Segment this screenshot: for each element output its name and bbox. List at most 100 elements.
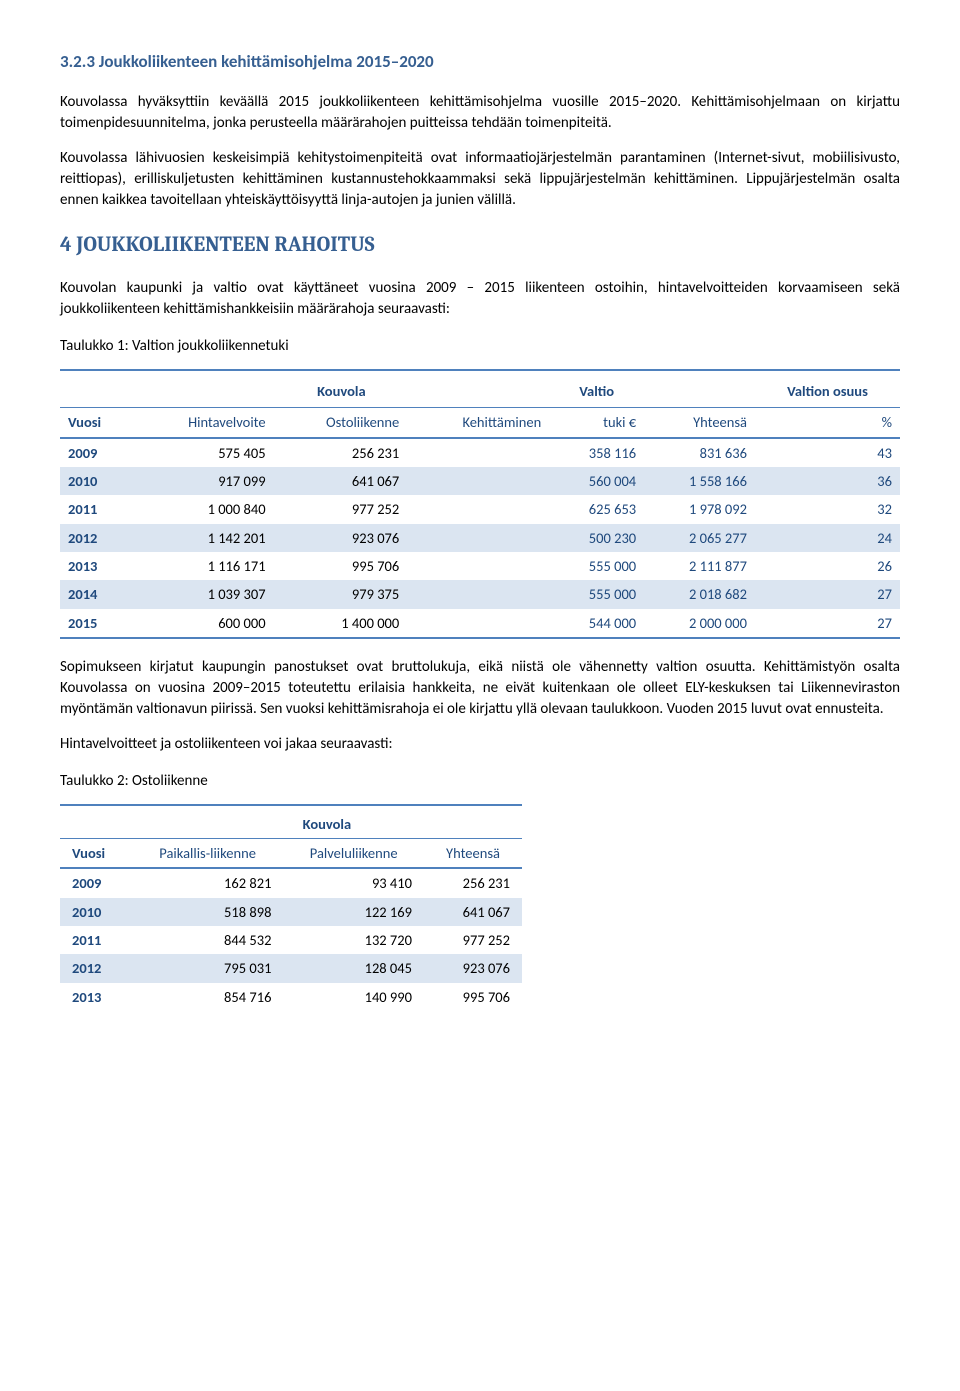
t1-cell: 2009	[60, 438, 134, 467]
t1-hdr-valtio: Valtio	[549, 370, 644, 408]
t2-cell: 2010	[60, 898, 132, 926]
table-row: 2010 518 898 122 169 641 067	[60, 898, 522, 926]
t1-cell: 831 636	[644, 438, 755, 467]
t1-cell	[407, 495, 549, 523]
table2-label: Taulukko 2: Ostoliikenne	[60, 771, 900, 792]
paragraph-3: Kouvolan kaupunki ja valtio ovat käyttän…	[60, 278, 900, 320]
t2-cell: 518 898	[132, 898, 284, 926]
table-row: 2009 162 821 93 410 256 231	[60, 868, 522, 897]
t1-cell: 500 230	[549, 524, 644, 552]
paragraph-5: Hintavelvoitteet ja ostoliikenteen voi j…	[60, 734, 900, 755]
t1-cell: 1 039 307	[134, 580, 274, 608]
t1-col-yhteensa: Yhteensä	[644, 408, 755, 438]
t1-cell: 923 076	[274, 524, 408, 552]
t2-cell: 93 410	[283, 868, 424, 897]
t1-cell: 43	[755, 438, 900, 467]
t2-cell: 162 821	[132, 868, 284, 897]
t2-cell: 2013	[60, 983, 132, 1011]
t1-cell	[407, 524, 549, 552]
t1-col-vuosi: Vuosi	[60, 408, 134, 438]
t1-cell: 560 004	[549, 467, 644, 495]
t2-cell: 128 045	[283, 954, 424, 982]
t1-cell: 555 000	[549, 552, 644, 580]
paragraph-1: Kouvolassa hyväksyttiin keväällä 2015 jo…	[60, 92, 900, 134]
t1-cell: 600 000	[134, 609, 274, 638]
t1-body: 2009 575 405 256 231 358 116 831 636 43 …	[60, 438, 900, 638]
t1-cell	[407, 467, 549, 495]
t1-cell: 27	[755, 609, 900, 638]
table-row: 2012 1 142 201 923 076 500 230 2 065 277…	[60, 524, 900, 552]
table-row: 2011 1 000 840 977 252 625 653 1 978 092…	[60, 495, 900, 523]
t1-col-tuki: tuki €	[549, 408, 644, 438]
t1-hdr-valtion-osuus: Valtion osuus	[755, 370, 900, 408]
t1-cell: 1 142 201	[134, 524, 274, 552]
t2-col-vuosi: Vuosi	[60, 839, 132, 869]
t1-hdr-kouvola: Kouvola	[134, 370, 550, 408]
t1-cell: 1 558 166	[644, 467, 755, 495]
t2-cell: 854 716	[132, 983, 284, 1011]
t1-cell: 358 116	[549, 438, 644, 467]
table-row: 2015 600 000 1 400 000 544 000 2 000 000…	[60, 609, 900, 638]
t2-col-palvelu: Palveluliikenne	[283, 839, 424, 869]
t2-cell: 140 990	[283, 983, 424, 1011]
t2-col-yhteensa: Yhteensä	[424, 839, 522, 869]
t1-cell: 2 000 000	[644, 609, 755, 638]
table-row: 2011 844 532 132 720 977 252	[60, 926, 522, 954]
t1-cell: 2015	[60, 609, 134, 638]
t2-cell: 977 252	[424, 926, 522, 954]
t1-cell: 2013	[60, 552, 134, 580]
t1-col-kehittaminen: Kehittäminen	[407, 408, 549, 438]
table-row: 2014 1 039 307 979 375 555 000 2 018 682…	[60, 580, 900, 608]
t1-col-pct: %	[755, 408, 900, 438]
table-row: 2013 854 716 140 990 995 706	[60, 983, 522, 1011]
t1-cell: 2011	[60, 495, 134, 523]
table-row: 2013 1 116 171 995 706 555 000 2 111 877…	[60, 552, 900, 580]
t1-cell: 1 000 840	[134, 495, 274, 523]
t1-cell: 917 099	[134, 467, 274, 495]
t1-cell: 575 405	[134, 438, 274, 467]
section-4-heading: 4 JOUKKOLIIKENTEEN RAHOITUS	[60, 231, 900, 260]
t1-cell: 977 252	[274, 495, 408, 523]
t1-cell: 979 375	[274, 580, 408, 608]
t1-cell: 544 000	[549, 609, 644, 638]
t2-body: 2009 162 821 93 410 256 231 2010 518 898…	[60, 868, 522, 1010]
table-ostoliikenne: Kouvola Vuosi Paikallis-liikenne Palvelu…	[60, 804, 522, 1011]
t2-cell: 2012	[60, 954, 132, 982]
t1-col-hintavelvoite: Hintavelvoite	[134, 408, 274, 438]
t1-cell: 256 231	[274, 438, 408, 467]
table1-label: Taulukko 1: Valtion joukkoliikennetuki	[60, 336, 900, 357]
t1-cell: 555 000	[549, 580, 644, 608]
t2-cell: 2009	[60, 868, 132, 897]
t1-cell: 2014	[60, 580, 134, 608]
t1-cell: 1 400 000	[274, 609, 408, 638]
t1-cell: 1 978 092	[644, 495, 755, 523]
table-row: 2010 917 099 641 067 560 004 1 558 166 3…	[60, 467, 900, 495]
t1-cell: 2 065 277	[644, 524, 755, 552]
t2-col-paikallis: Paikallis-liikenne	[132, 839, 284, 869]
t1-cell: 2 111 877	[644, 552, 755, 580]
t2-cell: 923 076	[424, 954, 522, 982]
t1-cell	[407, 609, 549, 638]
t1-cell: 27	[755, 580, 900, 608]
t1-cell: 32	[755, 495, 900, 523]
t2-cell: 122 169	[283, 898, 424, 926]
t1-cell: 36	[755, 467, 900, 495]
table-valtion-tuki: Kouvola Valtio Valtion osuus Vuosi Hinta…	[60, 369, 900, 639]
t1-cell: 2010	[60, 467, 134, 495]
t1-cell: 995 706	[274, 552, 408, 580]
t2-hdr-kouvola: Kouvola	[132, 805, 522, 839]
t2-cell: 844 532	[132, 926, 284, 954]
heading-3-2-3: 3.2.3 Joukkoliikenteen kehittämisohjelma…	[60, 50, 900, 74]
t1-col-ostoliikenne: Ostoliikenne	[274, 408, 408, 438]
paragraph-2: Kouvolassa lähivuosien keskeisimpiä kehi…	[60, 148, 900, 211]
table-row: 2012 795 031 128 045 923 076	[60, 954, 522, 982]
t2-cell: 641 067	[424, 898, 522, 926]
t1-cell: 24	[755, 524, 900, 552]
t2-cell: 256 231	[424, 868, 522, 897]
t1-cell	[407, 552, 549, 580]
t1-cell: 2 018 682	[644, 580, 755, 608]
paragraph-4: Sopimukseen kirjatut kaupungin panostuks…	[60, 657, 900, 720]
t2-cell: 132 720	[283, 926, 424, 954]
t1-cell: 26	[755, 552, 900, 580]
t2-cell: 2011	[60, 926, 132, 954]
